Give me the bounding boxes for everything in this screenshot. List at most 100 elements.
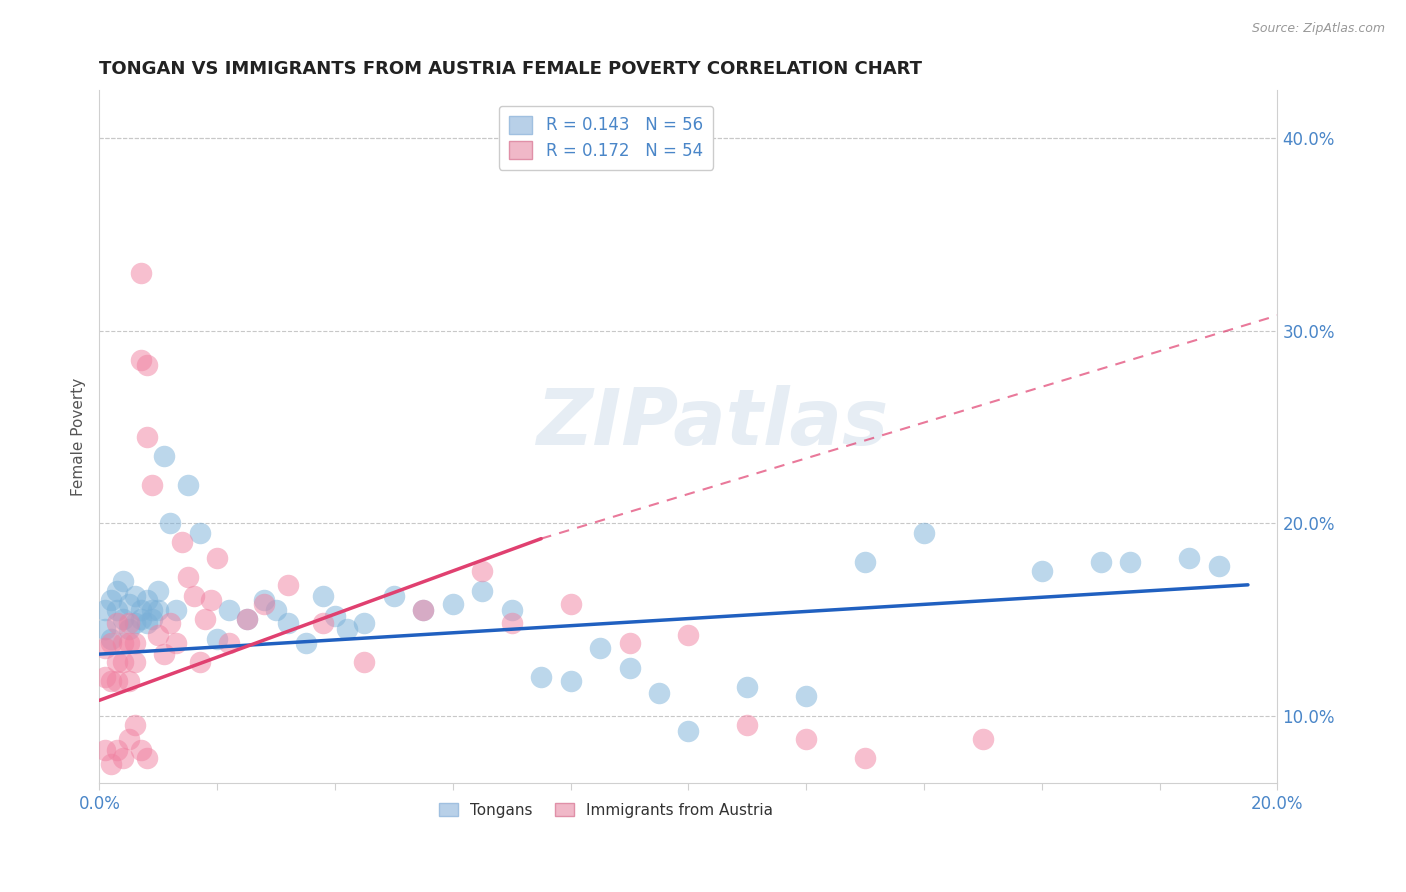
Point (264, 603, 287, 617)
Point (200, 593, 222, 607)
Legend: Tongans, Immigrants from Austria: Tongans, Immigrants from Austria (433, 797, 779, 824)
Point (148, 628, 170, 642)
Point (94, 743, 117, 757)
Point (501, 616, 523, 631)
Point (207, 550, 229, 565)
Point (353, 655, 375, 669)
Point (105, 603, 128, 617)
Point (148, 603, 170, 617)
Point (111, 574, 134, 588)
Point (100, 632, 122, 646)
Point (94, 622, 117, 636)
Point (1031, 565, 1053, 579)
Point (111, 612, 134, 626)
Point (129, 603, 152, 617)
Point (170, 535, 193, 549)
Point (412, 603, 434, 617)
Text: Source: ZipAtlas.com: Source: ZipAtlas.com (1251, 22, 1385, 36)
Point (111, 751, 134, 765)
Point (165, 635, 187, 649)
Point (129, 266, 152, 280)
Point (218, 603, 240, 617)
Point (100, 593, 122, 607)
Point (471, 583, 494, 598)
Point (177, 477, 200, 491)
Point (253, 597, 276, 611)
Point (148, 583, 170, 598)
Point (100, 635, 122, 649)
Point (135, 430, 157, 444)
Point (471, 565, 494, 579)
Point (159, 516, 181, 531)
Point (323, 608, 346, 623)
Point (124, 635, 146, 649)
Point (678, 628, 700, 642)
Point (560, 674, 582, 689)
Point (678, 724, 700, 739)
Point (353, 616, 375, 631)
Point (277, 616, 299, 631)
Point (118, 635, 141, 649)
Point (94, 603, 117, 617)
Point (135, 751, 157, 765)
Point (94, 670, 117, 684)
Point (118, 597, 141, 611)
Point (1208, 558, 1230, 573)
Point (111, 655, 134, 669)
Point (124, 718, 146, 732)
Point (194, 612, 217, 626)
Point (135, 616, 157, 631)
Point (105, 616, 128, 631)
Point (1090, 555, 1112, 569)
Point (235, 612, 257, 626)
Point (737, 680, 759, 694)
Point (118, 731, 141, 746)
Point (648, 685, 671, 699)
Point (853, 555, 876, 569)
Point (207, 632, 229, 646)
Point (105, 674, 128, 689)
Point (188, 655, 211, 669)
Point (530, 670, 553, 684)
Point (118, 622, 141, 636)
Text: ZIPatlas: ZIPatlas (536, 384, 889, 461)
Point (159, 616, 181, 631)
Point (165, 603, 187, 617)
Point (1119, 555, 1142, 569)
Point (312, 590, 335, 604)
Point (141, 603, 163, 617)
Point (177, 570, 200, 584)
Point (737, 718, 759, 732)
Point (100, 756, 122, 771)
Point (188, 525, 211, 540)
Point (124, 590, 146, 604)
Point (253, 593, 276, 607)
Point (105, 743, 128, 757)
Point (912, 525, 935, 540)
Point (129, 612, 152, 626)
Text: TONGAN VS IMMIGRANTS FROM AUSTRIA FEMALE POVERTY CORRELATION CHART: TONGAN VS IMMIGRANTS FROM AUSTRIA FEMALE… (100, 60, 922, 78)
Point (124, 616, 146, 631)
Point (135, 593, 157, 607)
Point (105, 583, 128, 598)
Y-axis label: Female Poverty: Female Poverty (72, 377, 86, 496)
Point (183, 590, 205, 604)
Point (135, 359, 157, 373)
Point (141, 477, 163, 491)
Point (336, 622, 359, 636)
Point (235, 612, 257, 626)
Point (153, 449, 176, 463)
Point (277, 578, 299, 592)
Point (853, 751, 876, 765)
Point (1178, 550, 1201, 565)
Point (589, 641, 612, 656)
Point (218, 635, 240, 649)
Point (105, 655, 128, 669)
Point (972, 731, 994, 746)
Point (382, 590, 405, 604)
Point (501, 603, 523, 617)
Point (118, 674, 141, 689)
Point (153, 647, 176, 661)
Point (619, 635, 641, 649)
Point (94, 641, 117, 656)
